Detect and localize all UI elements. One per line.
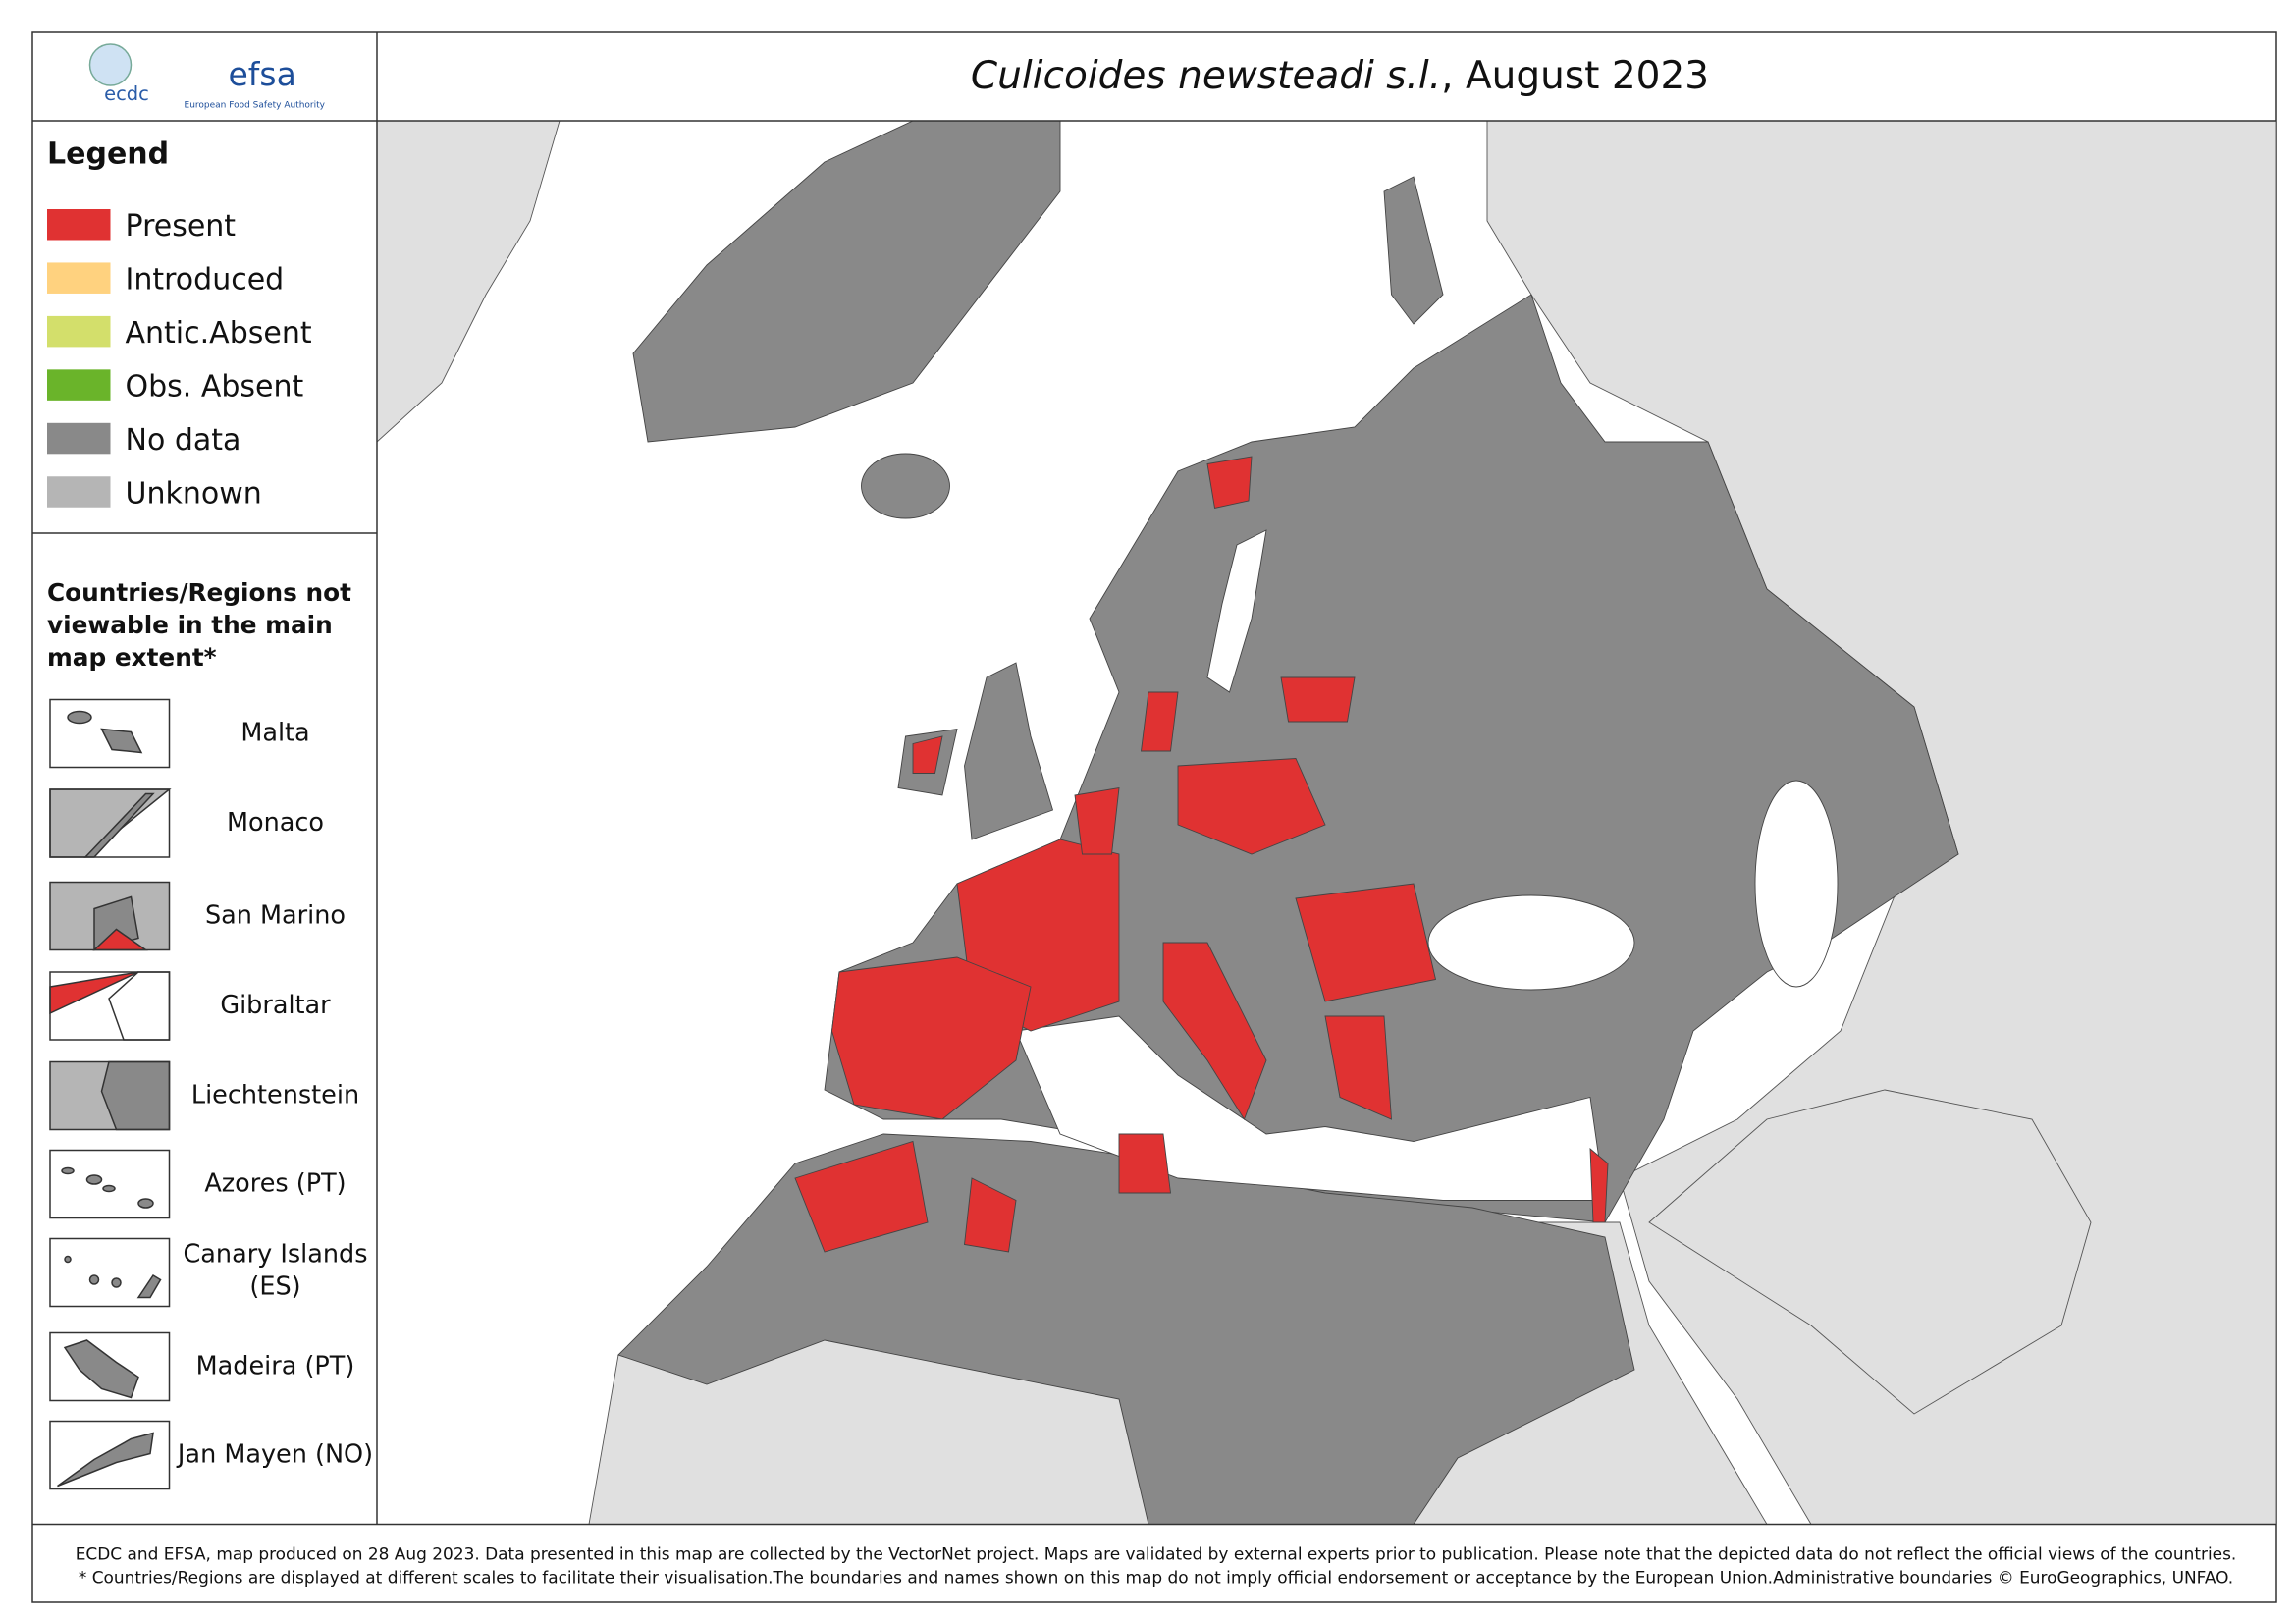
inset bbox=[49, 881, 171, 951]
map-title: Culicoides newsteadi s.l., August 2023 bbox=[971, 54, 1709, 98]
inset-frame bbox=[49, 1331, 171, 1402]
inset-label-box: Gibraltar bbox=[220, 991, 331, 1021]
legend-label: Introduced bbox=[126, 262, 285, 297]
inset bbox=[49, 1149, 171, 1219]
inset-label: San Marino bbox=[204, 901, 347, 931]
footer-line: ECDC and EFSA, map produced on 28 Aug 20… bbox=[76, 1544, 2237, 1564]
legend-label: Antic.Absent bbox=[126, 316, 312, 351]
inset bbox=[49, 1331, 171, 1402]
inset bbox=[49, 1420, 171, 1490]
inset-frame bbox=[49, 698, 171, 769]
inset-label-box: Monaco bbox=[226, 808, 325, 839]
inset-frame bbox=[49, 1237, 171, 1308]
legend-title: Legend bbox=[47, 137, 169, 172]
present-regions bbox=[794, 456, 1609, 1253]
inset-title-box: Countries/Regions not viewable in the ma… bbox=[47, 578, 351, 673]
legend-label: No data bbox=[126, 423, 241, 458]
legend-label: Obs. Absent bbox=[126, 369, 304, 404]
inset bbox=[49, 971, 171, 1041]
efsa-sub: European Food Safety Authority bbox=[185, 101, 326, 111]
inset-label-box: Canary Islands (ES) bbox=[183, 1240, 368, 1302]
ecdc-logo: ecdc bbox=[104, 82, 149, 105]
inset-label: Malta bbox=[240, 719, 310, 748]
inset-frame bbox=[49, 788, 171, 858]
inset-label-box: Liechtenstein bbox=[190, 1081, 360, 1110]
inset-frame bbox=[49, 1420, 171, 1490]
legend-swatch bbox=[47, 422, 111, 455]
legend-swatch bbox=[47, 369, 111, 401]
inset-frame bbox=[49, 971, 171, 1041]
inset-label-box: Azores (PT) bbox=[204, 1169, 347, 1199]
inset-label: Madeira (PT) bbox=[195, 1352, 355, 1381]
inset-title: Countries/Regions not viewable in the ma… bbox=[47, 578, 351, 673]
inset-label: Gibraltar bbox=[220, 991, 331, 1021]
legend-label: Unknown bbox=[126, 476, 262, 511]
inset-label: Jan Mayen (NO) bbox=[177, 1440, 374, 1470]
inset-frame bbox=[49, 1060, 171, 1131]
inset-label-box: San Marino bbox=[204, 901, 347, 931]
legend-swatch bbox=[47, 209, 111, 241]
ecdc-logo-mark bbox=[88, 43, 133, 86]
inset bbox=[49, 698, 171, 769]
inset-label-box: Malta bbox=[240, 719, 310, 748]
map bbox=[377, 121, 2277, 1525]
title-rest: , August 2023 bbox=[1441, 54, 1709, 98]
inset-frame bbox=[49, 881, 171, 951]
footer-line: * Countries/Regions are displayed at dif… bbox=[79, 1568, 2233, 1588]
legend-swatch bbox=[47, 315, 111, 348]
inset-label: Monaco bbox=[226, 808, 325, 839]
legend-swatch bbox=[47, 476, 111, 508]
inset-label-box: Jan Mayen (NO) bbox=[177, 1440, 374, 1470]
inset-label: Azores (PT) bbox=[204, 1169, 347, 1199]
inset bbox=[49, 788, 172, 858]
inset-label-box: Madeira (PT) bbox=[195, 1352, 355, 1381]
title-italic: Culicoides newsteadi s.l. bbox=[971, 54, 1441, 98]
inset bbox=[49, 1237, 171, 1308]
efsa-logo: efsa bbox=[229, 55, 296, 93]
legend-label: Present bbox=[126, 209, 237, 243]
legend-swatch bbox=[47, 262, 111, 294]
inset-frame bbox=[49, 1149, 171, 1219]
inset bbox=[49, 1060, 171, 1131]
inset-label: Canary Islands (ES) bbox=[183, 1240, 368, 1302]
inset-label: Liechtenstein bbox=[190, 1081, 360, 1110]
